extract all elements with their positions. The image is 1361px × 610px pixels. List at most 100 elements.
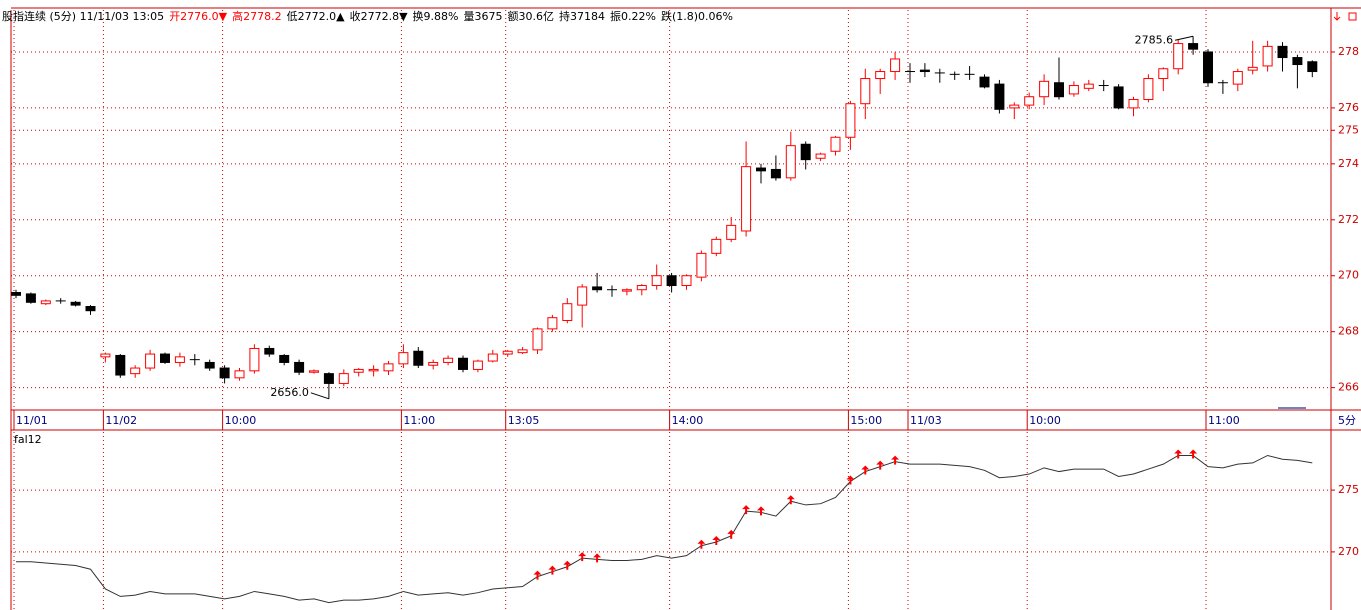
candle-body bbox=[636, 285, 647, 291]
candle-body bbox=[309, 370, 319, 373]
candle-body bbox=[785, 145, 796, 179]
candle-body bbox=[517, 349, 528, 354]
candle-body bbox=[1158, 68, 1169, 80]
icon-box[interactable] bbox=[1348, 12, 1357, 21]
x-tick-label: 15:00 bbox=[850, 414, 882, 427]
candle-body bbox=[458, 357, 468, 370]
candle-body bbox=[666, 275, 677, 287]
x-tick-label: 10:00 bbox=[225, 414, 257, 427]
candle-body bbox=[1292, 57, 1303, 66]
candle-body bbox=[681, 275, 692, 287]
candle-body bbox=[1083, 83, 1094, 89]
candle-body bbox=[800, 143, 811, 161]
candle-body bbox=[1247, 66, 1258, 71]
header-field: 换9.88% bbox=[412, 10, 459, 23]
candle-body bbox=[338, 373, 349, 384]
high-pointer bbox=[1174, 35, 1194, 41]
candle-body bbox=[1009, 104, 1020, 109]
y-tick-label: 276 bbox=[1338, 101, 1359, 114]
header-field: 量3675 bbox=[463, 10, 503, 23]
candle-body bbox=[145, 353, 156, 369]
header-field: 额30.6亿 bbox=[507, 10, 555, 23]
signal-arrow bbox=[786, 495, 795, 505]
signal-arrow bbox=[861, 465, 870, 475]
low-label: 2656.0 bbox=[270, 386, 309, 399]
candle-body bbox=[428, 361, 439, 366]
x-tick-label: 11:00 bbox=[1208, 414, 1240, 427]
candle-body bbox=[115, 354, 126, 376]
header-field: 跌(1.8)0.06% bbox=[660, 10, 733, 23]
candle-body bbox=[1068, 85, 1079, 95]
candle-body bbox=[234, 370, 245, 379]
candle-body bbox=[994, 83, 1005, 110]
candle-body bbox=[1188, 43, 1199, 50]
candle-body bbox=[353, 368, 364, 373]
y-tick-label: 278 bbox=[1338, 45, 1359, 58]
x-tick-label: 14:00 bbox=[672, 414, 704, 427]
candle-body bbox=[815, 153, 826, 159]
x-tick-label: 11/03 bbox=[910, 414, 942, 427]
candle-body bbox=[502, 350, 513, 355]
candle-body bbox=[592, 286, 603, 291]
signal-arrow bbox=[742, 505, 751, 515]
signal-arrow bbox=[846, 475, 855, 485]
candle-body bbox=[1277, 45, 1288, 59]
low-pointer bbox=[310, 392, 330, 400]
candle-body bbox=[1143, 78, 1154, 101]
candle-body bbox=[11, 292, 21, 296]
candle-body bbox=[919, 69, 930, 73]
candle-body bbox=[249, 347, 260, 372]
x-unit-label: 5分 bbox=[1338, 414, 1356, 427]
y-tick-label: 272 bbox=[1338, 213, 1359, 226]
candle-body bbox=[70, 301, 81, 306]
candle-body bbox=[756, 167, 766, 172]
candle-body bbox=[130, 367, 141, 375]
header-field: 股指连续 (5分) 11/11/03 13:05 bbox=[2, 10, 165, 23]
candle-body bbox=[40, 300, 51, 305]
candle-body bbox=[1039, 80, 1050, 98]
header-field: 开2776.0▼ bbox=[169, 10, 228, 23]
candle-body bbox=[383, 363, 394, 372]
candle-body bbox=[25, 293, 36, 303]
x-tick-label: 11:00 bbox=[403, 414, 435, 427]
candle-body bbox=[860, 78, 871, 105]
candle-body bbox=[890, 58, 901, 73]
candle-body bbox=[770, 168, 781, 179]
signal-arrow bbox=[578, 552, 587, 562]
header-field: 收2772.8▼ bbox=[349, 10, 408, 23]
candle-body bbox=[279, 354, 290, 363]
high-label: 2785.6 bbox=[1135, 33, 1174, 46]
signal-arrow bbox=[1189, 449, 1198, 459]
candle-body bbox=[264, 347, 275, 355]
candle-body bbox=[845, 103, 856, 138]
header: 股指连续 (5分) 11/11/03 13:05 开2776.0▼ 高2778.2 低… bbox=[2, 10, 738, 24]
signal-arrow bbox=[891, 455, 900, 465]
header-field: 持37184 bbox=[559, 10, 605, 23]
x-tick-label: 13:05 bbox=[508, 414, 540, 427]
icon-down[interactable] bbox=[1333, 12, 1341, 21]
signal-arrow bbox=[757, 506, 765, 516]
y-tick-label: 275 bbox=[1338, 483, 1359, 496]
candle-body bbox=[487, 353, 498, 362]
candle-body bbox=[1307, 61, 1318, 73]
y-tick-label: 268 bbox=[1338, 325, 1359, 338]
candle-body bbox=[1113, 86, 1124, 109]
y-tick-label: 275 bbox=[1338, 123, 1359, 136]
candle-body bbox=[1128, 99, 1139, 109]
candle-body bbox=[443, 357, 454, 363]
signal-arrow bbox=[697, 539, 706, 549]
candle-body bbox=[472, 360, 483, 370]
candle-body bbox=[85, 306, 96, 312]
candle-body bbox=[651, 275, 662, 287]
candle-body bbox=[323, 373, 334, 384]
candle-body bbox=[219, 367, 230, 379]
y-tick-label: 266 bbox=[1338, 381, 1359, 394]
candle-body bbox=[1024, 96, 1035, 106]
candle-body bbox=[979, 76, 990, 88]
candle-body bbox=[368, 368, 379, 372]
signal-arrow bbox=[712, 536, 721, 546]
x-tick-label: 11/01 bbox=[16, 414, 48, 427]
candle-body bbox=[741, 166, 752, 232]
